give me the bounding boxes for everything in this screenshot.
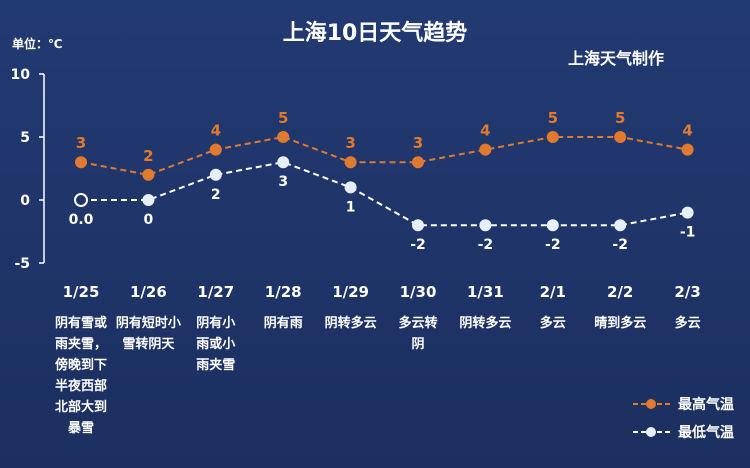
chart-subtitle: 上海天气制作 bbox=[568, 49, 664, 68]
low-temp-point bbox=[142, 194, 155, 206]
weather-description: 阴 bbox=[411, 337, 424, 352]
series-layer: 3 2 4 5 3 3 4 5 5 4 0.0 0 2 3 1 -2 -2 -2 -2 -1 bbox=[69, 109, 696, 253]
low-temp-point bbox=[344, 181, 357, 194]
weather-description: 雨或小 bbox=[196, 336, 235, 352]
weather-description: 阴有雨 bbox=[264, 315, 303, 331]
weather-description: 多云 bbox=[540, 315, 566, 331]
weather-description: 暴雪 bbox=[67, 420, 94, 436]
low-temp-data-label: 3 bbox=[278, 174, 288, 190]
x-tick-label: 1/31 bbox=[467, 283, 504, 301]
chart-title: 上海10日天气趋势 bbox=[283, 20, 468, 46]
low-temp-point bbox=[412, 219, 424, 232]
low-temp-data-label: 0.0 bbox=[69, 212, 94, 228]
low-temp-point bbox=[479, 219, 492, 232]
low-temp-data-label: -2 bbox=[545, 237, 561, 253]
high-temp-data-label: 5 bbox=[548, 109, 558, 127]
low-temp-point bbox=[681, 206, 694, 219]
weather-description: 雪转阴天 bbox=[122, 336, 175, 352]
low-temp-point bbox=[614, 219, 627, 232]
low-temp-point bbox=[209, 168, 222, 181]
weather-description: 阴转多云 bbox=[325, 315, 377, 331]
weather-description: 多云 bbox=[675, 315, 701, 331]
high-temp-point bbox=[546, 131, 559, 143]
weather-description: 傍晚到下 bbox=[55, 357, 107, 373]
x-tick-label: 1/25 bbox=[63, 283, 100, 301]
high-temp-point bbox=[412, 156, 424, 169]
high-temp-data-label: 3 bbox=[345, 134, 355, 152]
weather-description: 阴有小 bbox=[196, 315, 235, 331]
unit-label: 单位：℃ bbox=[12, 36, 63, 51]
high-temp-line bbox=[80, 135, 688, 176]
x-tick-label: 1/26 bbox=[130, 283, 167, 301]
low-temp-point bbox=[546, 219, 559, 232]
x-tick-label: 2/1 bbox=[540, 283, 566, 301]
weather-description: 半夜西部 bbox=[55, 378, 107, 394]
low-temp-data-label: 1 bbox=[346, 199, 356, 215]
weather-description: 阴有短时小 bbox=[116, 315, 181, 331]
low-temp-data-label: -2 bbox=[410, 237, 426, 253]
y-tick-label: -5 bbox=[14, 256, 30, 272]
legend-marker bbox=[646, 427, 656, 437]
y-axis: 10 5 0 -5 bbox=[11, 67, 45, 272]
legend-label: 最高气温 bbox=[678, 396, 734, 413]
y-tick-label: 5 bbox=[20, 130, 30, 146]
low-temp-line bbox=[81, 161, 688, 227]
low-temp-data-label: -2 bbox=[612, 237, 628, 253]
high-temp-point bbox=[344, 156, 357, 169]
high-temp-point bbox=[75, 156, 87, 169]
high-temp-data-label: 4 bbox=[480, 122, 490, 140]
high-temp-point bbox=[209, 143, 222, 156]
high-temp-data-label: 3 bbox=[76, 134, 86, 152]
high-temp-point bbox=[142, 168, 155, 181]
high-temp-point bbox=[277, 131, 290, 143]
low-temp-data-label: -1 bbox=[680, 225, 696, 241]
low-temp-point bbox=[74, 193, 88, 207]
x-tick-label: 1/30 bbox=[400, 283, 437, 301]
legend-marker bbox=[646, 399, 656, 409]
y-tick-label: 10 bbox=[11, 67, 31, 83]
high-temp-data-label: 5 bbox=[278, 109, 288, 127]
weather-description: 雨夹雪 bbox=[196, 357, 235, 373]
high-temp-data-label: 4 bbox=[682, 122, 692, 140]
high-temp-data-label: 4 bbox=[211, 122, 221, 140]
x-tick-label: 2/2 bbox=[607, 283, 633, 301]
high-temp-point bbox=[614, 131, 627, 143]
x-tick-label: 1/29 bbox=[332, 283, 369, 301]
high-temp-point bbox=[479, 143, 492, 156]
weather-description: 北部大到 bbox=[55, 399, 107, 415]
x-tick-label: 1/28 bbox=[265, 283, 302, 301]
high-temp-point bbox=[681, 143, 694, 156]
low-temp-point bbox=[277, 156, 290, 169]
high-temp-data-label: 3 bbox=[413, 134, 423, 152]
low-temp-data-label: 2 bbox=[211, 187, 221, 203]
weather-description: 晴到多云 bbox=[594, 315, 646, 331]
x-tick-label: 2/3 bbox=[674, 283, 700, 301]
weather-description: 多云转 bbox=[398, 315, 437, 331]
high-temp-data-label: 5 bbox=[615, 109, 625, 127]
weather-description: 阴转多云 bbox=[459, 315, 511, 331]
low-temp-data-label: -2 bbox=[478, 237, 494, 253]
weather-description: 雨夹雪， bbox=[55, 336, 107, 352]
weather-description: 阴有雪或 bbox=[55, 315, 107, 331]
legend-label: 最低气温 bbox=[678, 424, 734, 441]
y-tick-label: 0 bbox=[20, 193, 30, 209]
high-temp-data-label: 2 bbox=[143, 147, 153, 165]
x-tick-label: 1/27 bbox=[197, 283, 234, 301]
low-temp-data-label: 0 bbox=[144, 212, 154, 228]
